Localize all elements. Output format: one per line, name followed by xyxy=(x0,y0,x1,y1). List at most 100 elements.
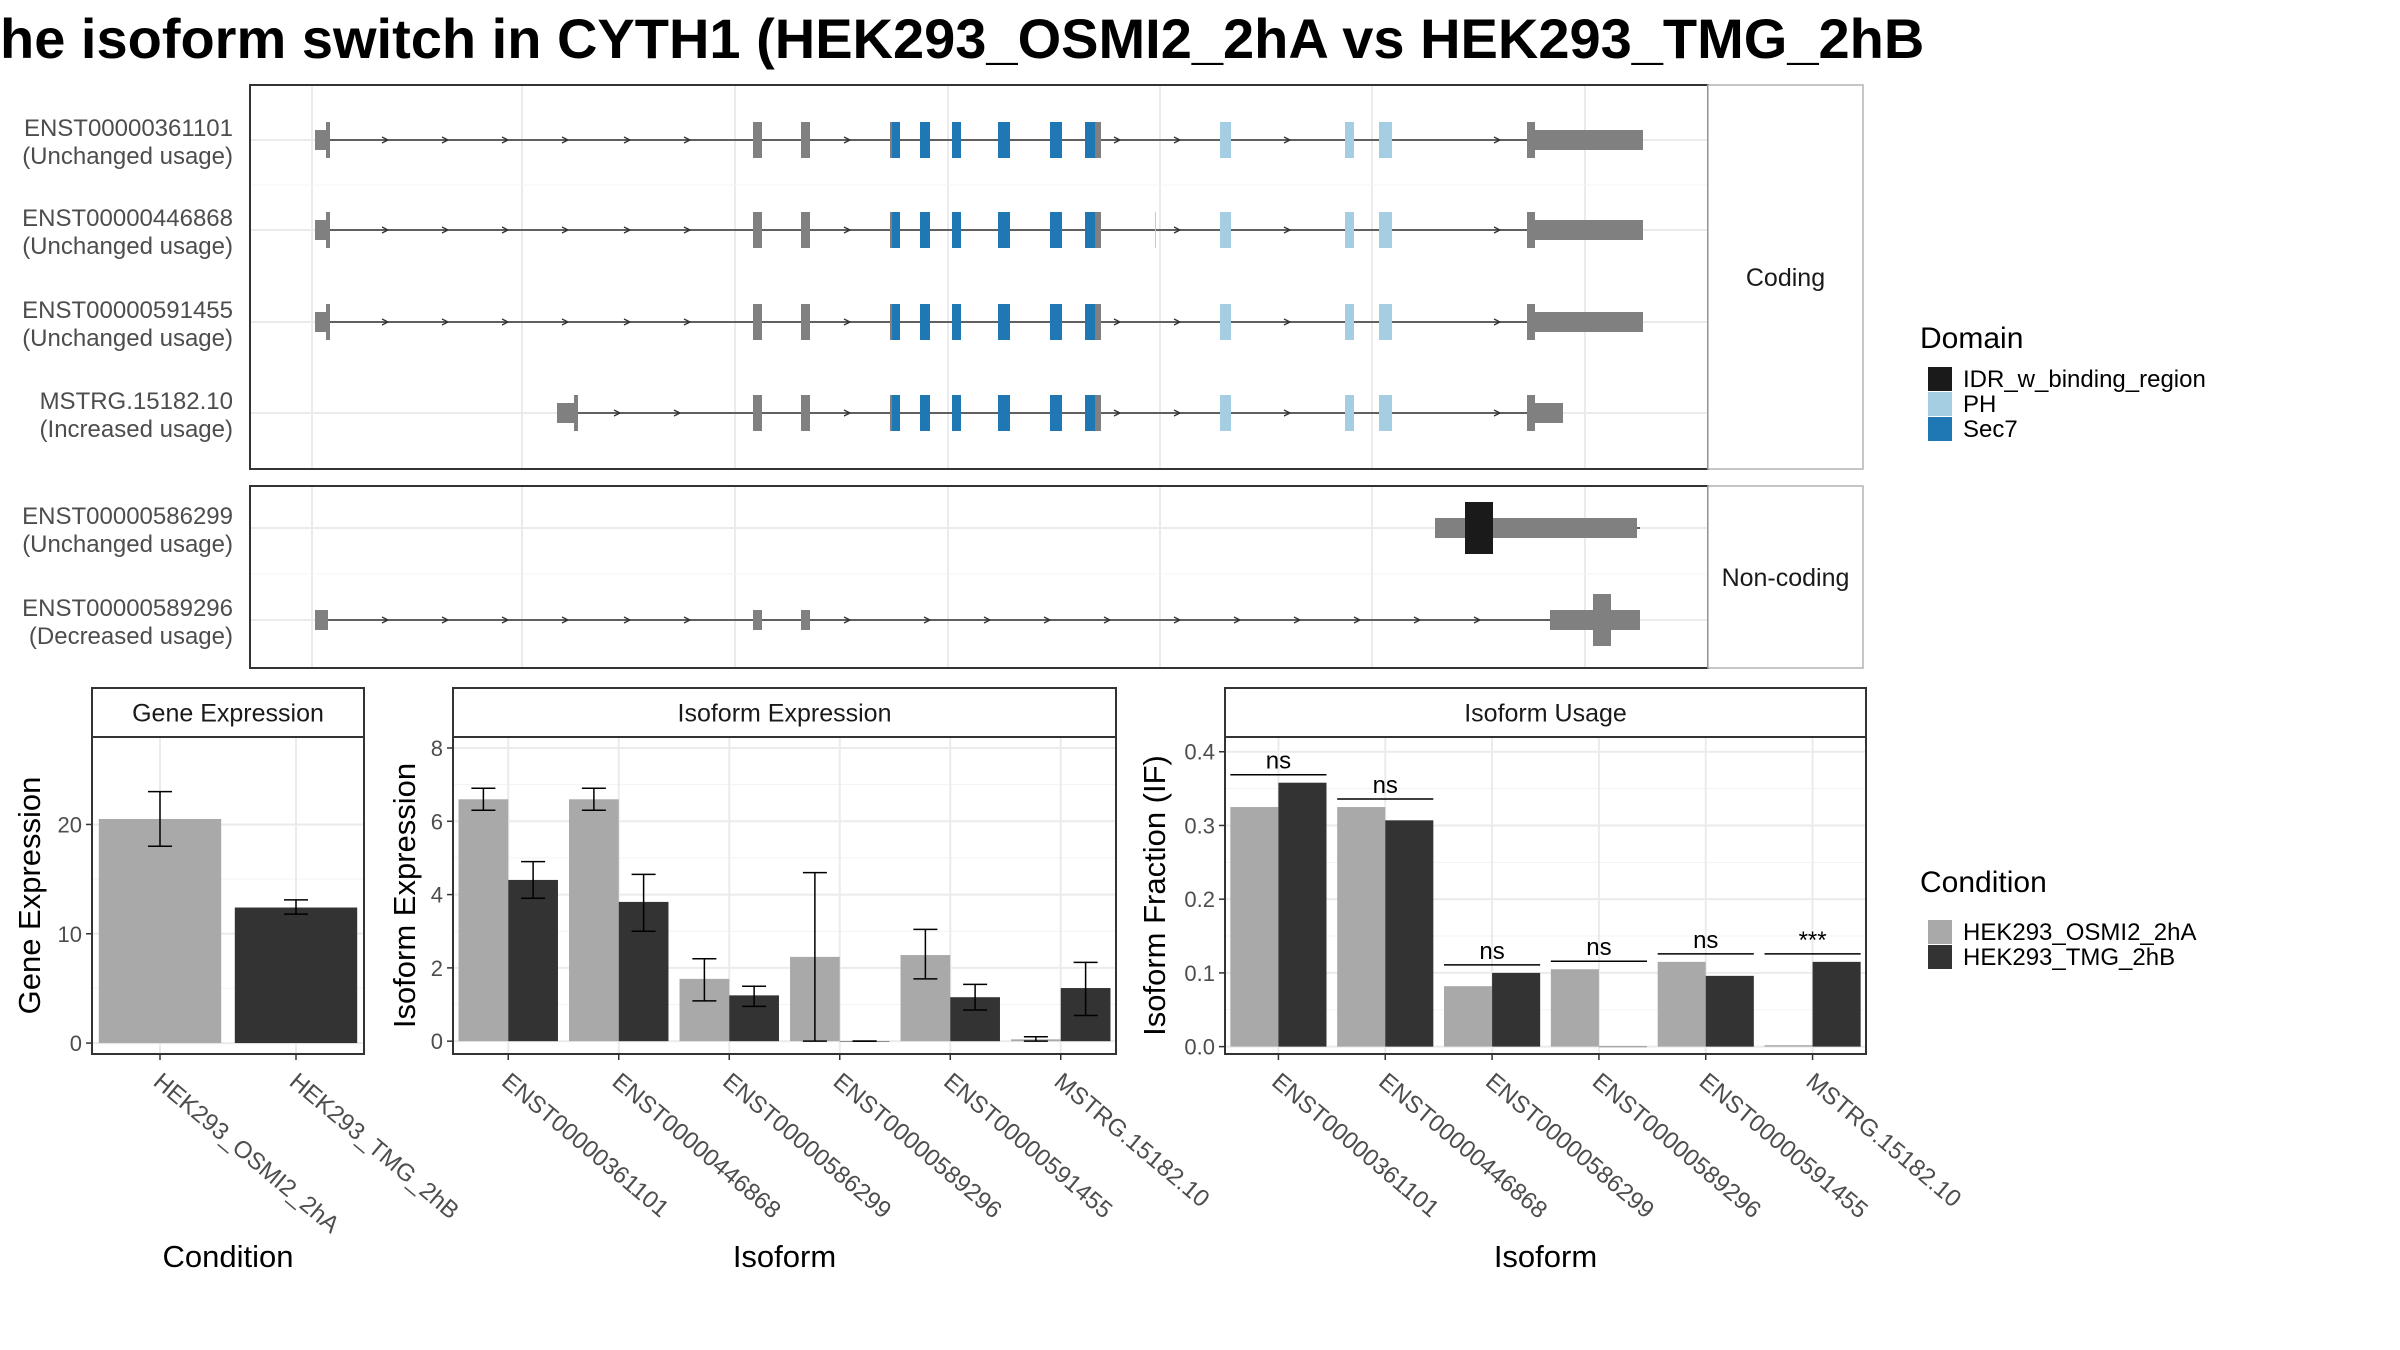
transcript-track xyxy=(1435,502,1640,554)
transcript-track xyxy=(557,395,1563,431)
bars xyxy=(1230,782,1861,1048)
legend-label: IDR_w_binding_region xyxy=(1963,366,2206,393)
error-bar xyxy=(802,871,827,1042)
plot-background xyxy=(1225,737,1866,1054)
strand-arrow xyxy=(613,409,622,417)
strand-arrow xyxy=(1413,616,1422,624)
chart-strip xyxy=(91,687,365,738)
exon-block xyxy=(1465,502,1493,554)
facet-strip xyxy=(1707,485,1864,669)
legend-key-ph xyxy=(1928,392,1952,416)
strand-arrow xyxy=(683,226,692,234)
exon-block xyxy=(801,395,810,431)
bar xyxy=(1550,969,1599,1047)
strand-arrow xyxy=(683,136,692,144)
structure-panel-0: ENST00000361101(Unchanged usage)ENST0000… xyxy=(22,84,1864,470)
transcript-id-label: MSTRG.15182.10 xyxy=(40,388,233,415)
exon-block xyxy=(998,304,1010,340)
exon-block xyxy=(326,122,330,158)
exon-block xyxy=(1220,212,1231,248)
strand-arrow xyxy=(501,616,510,624)
panel-background xyxy=(250,85,1708,469)
exon-block xyxy=(998,122,1010,158)
strand-arrow xyxy=(1283,226,1292,234)
strand-arrow xyxy=(381,226,390,234)
exon-block xyxy=(1085,212,1095,248)
strand-arrow xyxy=(673,409,682,417)
bar xyxy=(458,799,509,1042)
transcript-track xyxy=(315,122,1643,158)
strand-arrow xyxy=(1173,318,1182,326)
exon-block xyxy=(1535,312,1643,332)
legend-label: PH xyxy=(1963,391,1996,418)
strand-arrow xyxy=(623,136,632,144)
bar xyxy=(508,879,558,1042)
strand-arrow xyxy=(1493,318,1502,326)
bar xyxy=(1657,961,1706,1047)
strand-arrow xyxy=(381,616,390,624)
strand-arrow xyxy=(561,616,570,624)
exon-block xyxy=(1593,594,1611,646)
strand-arrow xyxy=(923,616,932,624)
chart-strip xyxy=(1224,687,1867,738)
exon-block xyxy=(1527,395,1535,431)
strand-arrow xyxy=(1353,616,1362,624)
y-tick-label: 0.4 xyxy=(1184,740,1215,765)
facet-strip-label: Non-coding xyxy=(1722,564,1850,592)
transcript-usage-label: (Increased usage) xyxy=(40,416,233,443)
error-bar xyxy=(742,985,767,1008)
x-axis-title: Isoform xyxy=(1494,1239,1597,1274)
y-tick-label: 0 xyxy=(70,1031,82,1056)
strand-arrow xyxy=(1113,318,1122,326)
exon-block xyxy=(801,122,810,158)
significance-label: ns xyxy=(1373,772,1398,799)
strand-arrow xyxy=(843,318,852,326)
error-bar xyxy=(692,957,717,1002)
y-tick-label: 2 xyxy=(431,956,443,981)
chart-1: 02468ENST00000361101ENST00000446868ENST0… xyxy=(387,687,1214,1274)
exon-block xyxy=(890,304,900,340)
bar xyxy=(1337,807,1386,1047)
exon-block xyxy=(890,212,892,248)
transcript-id-label: ENST00000591455 xyxy=(22,297,233,324)
legend-key-idr_w_binding_region xyxy=(1928,367,1952,391)
exon-block xyxy=(1345,304,1354,340)
significance-label: ns xyxy=(1479,938,1504,965)
strand-arrow xyxy=(623,226,632,234)
strand-arrow xyxy=(843,136,852,144)
exon-block xyxy=(1379,395,1392,431)
exon-block xyxy=(952,395,961,431)
exon-block xyxy=(1345,212,1354,248)
exon-block xyxy=(1095,304,1101,340)
y-tick-label: 0.0 xyxy=(1184,1035,1215,1060)
legend-key-condition xyxy=(1928,920,1952,944)
y-tick-label: 20 xyxy=(58,812,82,837)
strand-arrow xyxy=(623,318,632,326)
strand-arrow xyxy=(501,318,510,326)
strand-arrow xyxy=(1113,409,1122,417)
error-bar xyxy=(284,899,308,915)
transcript-track xyxy=(315,594,1640,646)
strand-arrow xyxy=(1173,616,1182,624)
strand-arrow xyxy=(843,616,852,624)
exon-block xyxy=(1095,122,1101,158)
strand-arrow xyxy=(561,318,570,326)
y-axis-title: Gene Expression xyxy=(12,777,47,1015)
exon-block xyxy=(1345,395,1354,431)
y-tick-label: 8 xyxy=(431,736,443,761)
exon-block xyxy=(1535,220,1643,240)
exon-block xyxy=(890,122,892,158)
bar xyxy=(1444,986,1493,1047)
significance-label: *** xyxy=(1799,927,1827,954)
exon-block xyxy=(920,304,930,340)
chart-title: Isoform Usage xyxy=(1464,700,1627,728)
transcript-id-label: ENST00000361101 xyxy=(24,115,233,142)
y-axis-title: Isoform Expression xyxy=(387,763,422,1028)
exon-block xyxy=(952,122,961,158)
error-bar xyxy=(913,928,938,980)
exon-block xyxy=(1379,304,1392,340)
strand-arrow xyxy=(381,136,390,144)
error-bar xyxy=(581,787,606,812)
